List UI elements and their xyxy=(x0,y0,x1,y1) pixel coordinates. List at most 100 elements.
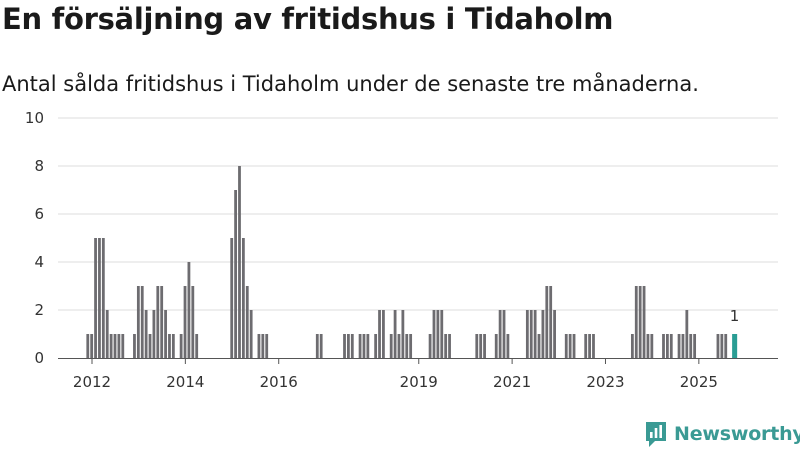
bar xyxy=(366,334,370,358)
bar xyxy=(382,310,385,358)
bar xyxy=(720,334,724,358)
bar xyxy=(440,310,444,358)
bar xyxy=(409,334,413,358)
bar xyxy=(230,238,234,358)
brand-logo: Newsworthy xyxy=(644,420,800,448)
bar xyxy=(98,238,101,358)
x-tick-label: 2023 xyxy=(586,373,624,391)
bar xyxy=(483,334,486,358)
data-label-latest: 1 xyxy=(730,307,740,325)
bar xyxy=(245,286,249,358)
bar xyxy=(525,310,529,358)
bar xyxy=(448,334,451,358)
x-tick-label: 2025 xyxy=(680,373,718,391)
bar xyxy=(479,334,483,358)
bar xyxy=(238,166,241,358)
axes: 0 2 4 6 8 10 1 2012 2014 2016 2019 2021 2023 2025 xyxy=(25,109,778,391)
chart-subtitle: Antal sålda fritidshus i Tidaholm under … xyxy=(2,72,699,96)
bar xyxy=(378,310,381,358)
bar xyxy=(136,286,140,358)
bar xyxy=(160,286,164,358)
x-tick-label: 2019 xyxy=(400,373,438,391)
bar xyxy=(261,334,265,358)
bar xyxy=(529,310,533,358)
bar xyxy=(662,334,665,358)
x-tick-label: 2021 xyxy=(493,373,531,391)
y-tick-label: 8 xyxy=(34,157,44,175)
bar xyxy=(436,310,440,358)
bar xyxy=(105,310,109,358)
bar xyxy=(241,238,245,358)
bar xyxy=(638,286,642,358)
bar xyxy=(117,334,121,358)
bar xyxy=(347,334,350,358)
bar xyxy=(549,286,553,358)
y-tick-label: 4 xyxy=(34,253,44,271)
bar xyxy=(249,310,253,358)
bar xyxy=(397,334,401,358)
bar xyxy=(642,286,646,358)
bar xyxy=(315,334,319,358)
bar xyxy=(545,286,549,358)
bar xyxy=(677,334,681,358)
bar xyxy=(94,238,97,358)
chart-title: En försäljning av fritidshus i Tidaholm xyxy=(2,2,614,36)
bar xyxy=(90,334,94,358)
bar-latest xyxy=(732,334,738,358)
bar xyxy=(669,334,673,358)
x-tick-label: 2014 xyxy=(166,373,204,391)
bar xyxy=(265,334,269,358)
bar xyxy=(164,310,167,358)
bar xyxy=(533,310,537,358)
bar xyxy=(564,334,568,358)
bar xyxy=(537,334,541,358)
bar xyxy=(650,334,654,358)
bar xyxy=(572,334,576,358)
bar xyxy=(187,262,191,358)
bar xyxy=(494,334,498,358)
bar xyxy=(444,334,448,358)
bar xyxy=(584,334,588,358)
bar xyxy=(681,334,685,358)
newsworthy-logo-icon xyxy=(646,422,666,447)
bar xyxy=(113,334,117,358)
bar xyxy=(109,334,113,358)
bar xyxy=(689,334,693,358)
bar xyxy=(343,334,346,358)
bar xyxy=(502,310,506,358)
bar xyxy=(716,334,720,358)
bar xyxy=(432,310,436,358)
bar xyxy=(183,286,187,358)
bar xyxy=(592,334,595,358)
bar xyxy=(374,334,378,358)
bar xyxy=(685,310,689,358)
bar xyxy=(148,334,152,358)
bar xyxy=(630,334,634,358)
bar xyxy=(498,310,502,358)
bar xyxy=(646,334,650,358)
x-tick-label: 2012 xyxy=(73,373,111,391)
bar xyxy=(393,310,397,358)
bar xyxy=(86,334,90,358)
bar xyxy=(156,286,160,358)
bar xyxy=(665,334,669,358)
bar xyxy=(693,334,697,358)
bar xyxy=(179,334,183,358)
y-tick-label: 6 xyxy=(34,205,44,223)
bar xyxy=(191,286,195,358)
bar xyxy=(101,238,105,358)
bar xyxy=(257,334,261,358)
bar xyxy=(405,334,409,358)
brand-name: Newsworthy xyxy=(674,423,800,445)
x-tick-label: 2016 xyxy=(260,373,298,391)
bar xyxy=(362,334,366,358)
bar xyxy=(724,334,728,358)
bar xyxy=(195,334,199,358)
bar xyxy=(152,310,156,358)
bar xyxy=(506,334,510,358)
bar xyxy=(140,286,144,358)
bar xyxy=(389,334,393,358)
bar xyxy=(144,310,148,358)
bar xyxy=(319,334,323,358)
